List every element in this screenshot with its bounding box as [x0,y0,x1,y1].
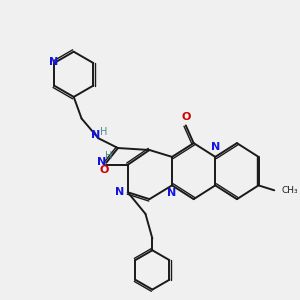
Text: N: N [115,187,124,197]
Text: N: N [211,142,220,152]
Text: N: N [49,57,58,67]
Text: O: O [100,165,109,175]
Text: N: N [97,157,106,167]
Text: N: N [91,130,100,140]
Text: H: H [105,151,113,161]
Text: H: H [100,127,107,137]
Text: CH₃: CH₃ [281,186,298,195]
Text: N: N [167,188,177,198]
Text: O: O [181,112,190,122]
